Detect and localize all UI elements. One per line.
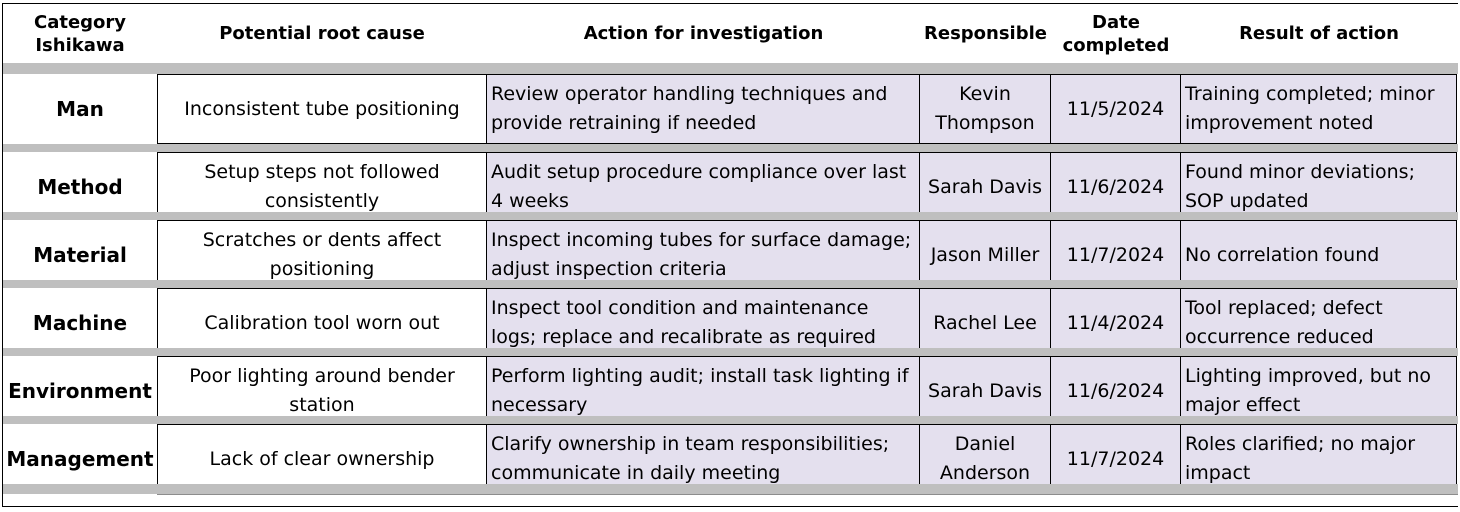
action-cell: Inspect tool condition and maintenance l… — [487, 288, 920, 358]
action-cell: Inspect incoming tubes for surface damag… — [487, 220, 920, 290]
responsible-cell: Rachel Lee — [920, 288, 1051, 358]
header-result: Result of action — [1239, 23, 1399, 44]
action-cell: Clarify ownership in team responsibiliti… — [487, 424, 920, 494]
date-cell: 11/6/2024 — [1051, 356, 1181, 426]
action-cell: Review operator handling techniques and … — [487, 74, 920, 144]
table-row: Method Setup steps not followed consiste… — [3, 152, 1458, 222]
table-row: Environment Poor lighting around bender … — [3, 356, 1458, 426]
table-row: Material Scratches or dents affect posit… — [3, 220, 1458, 290]
band-divider — [3, 144, 1458, 152]
category-cell: Method — [3, 152, 157, 222]
header-category: Category Ishikawa — [33, 11, 127, 56]
category-cell: Machine — [3, 288, 157, 358]
date-cell: 11/5/2024 — [1051, 74, 1181, 144]
result-cell: Roles clarified; no major impact — [1181, 424, 1457, 494]
result-cell: Tool replaced; defect occurrence reduced — [1181, 288, 1457, 358]
table-row: Man Inconsistent tube positioning Review… — [3, 74, 1458, 144]
date-cell: 11/4/2024 — [1051, 288, 1181, 358]
band-divider — [3, 280, 1458, 288]
bottom-rule — [157, 494, 1458, 495]
responsible-cell: Sarah Davis — [920, 356, 1051, 426]
ishikawa-action-table: Category Ishikawa Potential root cause A… — [2, 3, 1458, 507]
band-divider — [3, 416, 1458, 424]
root-cause-cell: Setup steps not followed consistently — [157, 152, 487, 222]
table-row: Management Lack of clear ownership Clari… — [3, 424, 1458, 494]
result-cell: No correlation found — [1181, 220, 1457, 290]
category-cell: Management — [3, 424, 157, 494]
result-cell: Training completed; minor improvement no… — [1181, 74, 1457, 144]
responsible-cell: Jason Miller — [920, 220, 1051, 290]
header-date-completed: Date completed — [1062, 11, 1170, 56]
header-responsible: Responsible — [924, 23, 1047, 44]
root-cause-cell: Inconsistent tube positioning — [157, 74, 487, 144]
table-header: Category Ishikawa Potential root cause A… — [3, 4, 1458, 63]
category-cell: Environment — [3, 356, 157, 426]
action-cell: Perform lighting audit; install task lig… — [487, 356, 920, 426]
root-cause-cell: Lack of clear ownership — [157, 424, 487, 494]
root-cause-cell: Scratches or dents affect positioning — [157, 220, 487, 290]
responsible-cell: Sarah Davis — [920, 152, 1051, 222]
responsible-cell: Kevin Thompson — [920, 74, 1051, 144]
header-root-cause: Potential root cause — [219, 23, 425, 44]
category-cell: Material — [3, 220, 157, 290]
result-cell: Lighting improved, but no major effect — [1181, 356, 1457, 426]
root-cause-cell: Poor lighting around bender station — [157, 356, 487, 426]
band-divider — [3, 484, 1458, 494]
header-action: Action for investigation — [583, 23, 824, 44]
table-row: Machine Calibration tool worn out Inspec… — [3, 288, 1458, 358]
band-divider — [3, 63, 1458, 74]
category-cell: Man — [3, 74, 157, 144]
band-divider — [3, 348, 1458, 356]
responsible-cell: Daniel Anderson — [920, 424, 1051, 494]
date-cell: 11/7/2024 — [1051, 424, 1181, 494]
result-cell: Found minor deviations; SOP updated — [1181, 152, 1457, 222]
band-divider — [3, 212, 1458, 220]
